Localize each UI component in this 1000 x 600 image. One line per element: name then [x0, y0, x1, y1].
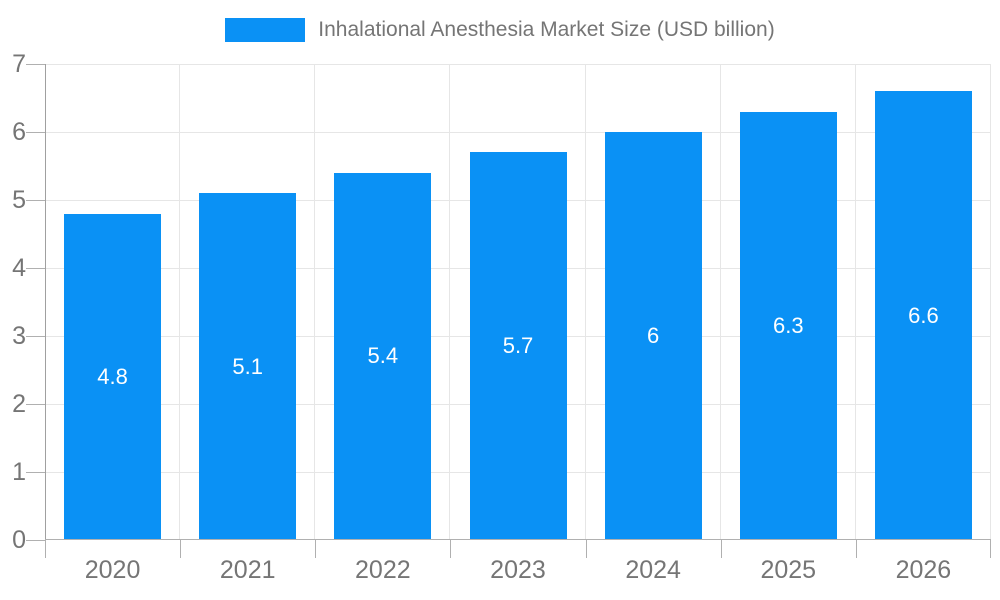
y-axis-tick: [26, 268, 45, 269]
y-gridline: [45, 64, 991, 65]
x-gridline: [449, 64, 451, 540]
x-gridline: [179, 64, 181, 540]
x-axis-tick: [45, 540, 46, 558]
bar-value-label: 6.3: [772, 312, 804, 338]
y-axis-label: 7: [12, 50, 26, 78]
legend-swatch-icon: [225, 18, 306, 42]
x-axis-line: [45, 539, 991, 540]
y-axis-tick: [26, 336, 45, 337]
bar-value-label: 5.4: [367, 343, 399, 369]
x-axis-label-2024: 2024: [625, 556, 681, 584]
x-gridline: [314, 64, 316, 540]
x-axis-label-2025: 2025: [760, 556, 817, 584]
y-axis-label: 6: [12, 118, 26, 146]
x-axis-tick: [180, 540, 182, 558]
x-axis-label-2026: 2026: [895, 556, 952, 584]
bar-2022[interactable]: 5.4: [334, 172, 432, 540]
x-axis-label-2021: 2021: [219, 556, 276, 584]
y-axis-label: 2: [12, 390, 26, 418]
y-axis-tick: [26, 200, 45, 201]
x-axis-tick: [720, 540, 722, 558]
y-axis-label: 0: [12, 526, 26, 554]
y-axis-label: 5: [12, 186, 26, 214]
y-gridline: [45, 132, 991, 133]
bar-2023[interactable]: 5.7: [469, 152, 567, 540]
x-axis-label-2022: 2022: [355, 556, 411, 584]
plot-area: 4.8 5.1 5.4 5.7 6 6.3 6.6: [45, 64, 991, 540]
y-axis-label: 3: [12, 322, 26, 350]
bar-2021[interactable]: 5.1: [199, 193, 297, 540]
y-axis-label: 4: [12, 254, 26, 282]
legend: Inhalational Anesthesia Market Size (USD…: [0, 18, 1000, 42]
x-gridline: [990, 64, 991, 540]
x-axis-label-2020: 2020: [84, 556, 141, 584]
x-gridline: [584, 64, 586, 540]
x-axis-tick: [315, 540, 317, 558]
bar-2024[interactable]: 6: [604, 132, 702, 540]
x-axis-label-2023: 2023: [490, 556, 546, 584]
y-axis-line: [45, 64, 46, 540]
bar-value-label: 4.8: [97, 363, 128, 389]
bar-2025[interactable]: 6.3: [739, 111, 837, 540]
bar-2020[interactable]: 4.8: [64, 213, 162, 540]
y-axis-tick: [26, 540, 45, 541]
bar-2026[interactable]: 6.6: [874, 91, 972, 540]
y-axis-tick: [26, 132, 45, 133]
y-axis-tick: [26, 404, 45, 405]
x-axis-tick: [990, 540, 991, 558]
y-axis-label: 1: [12, 458, 26, 486]
x-axis-tick: [585, 540, 587, 558]
bar-value-label: 5.7: [502, 333, 534, 359]
x-axis-tick: [450, 540, 452, 558]
legend-label: Inhalational Anesthesia Market Size (USD…: [318, 18, 775, 41]
y-axis-tick: [26, 472, 45, 473]
x-gridline: [854, 64, 856, 540]
bar-value-label: 6.6: [908, 302, 939, 328]
y-axis-tick: [26, 64, 45, 65]
x-axis-tick: [855, 540, 857, 558]
bar-value-label: 6: [647, 323, 660, 348]
bar-value-label: 5.1: [232, 353, 263, 379]
x-gridline: [719, 64, 721, 540]
